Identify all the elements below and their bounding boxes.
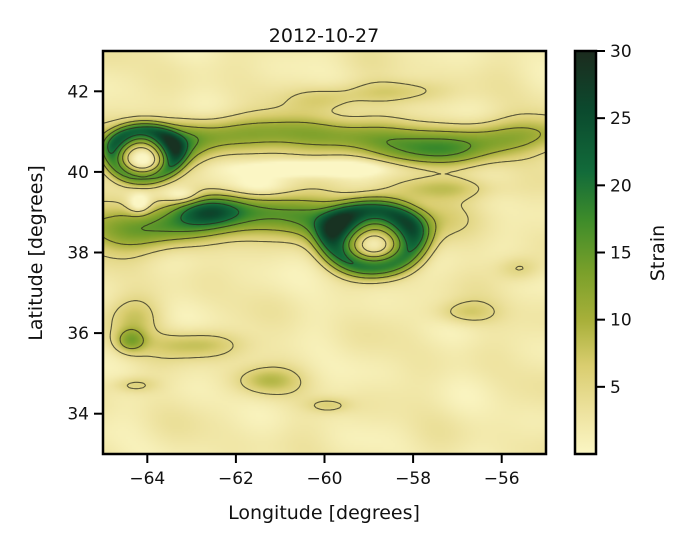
colorbar-tick-label: 25 xyxy=(610,109,632,129)
colorbar-gradient xyxy=(575,51,596,454)
contour-layer xyxy=(103,81,546,411)
contour-line xyxy=(103,81,546,411)
contour-line xyxy=(103,120,542,350)
x-axis-label: Longitude [degrees] xyxy=(228,502,420,524)
colorbar-tick-label: 5 xyxy=(610,378,621,398)
colorbar-ticks: 5 10 15 20 25 30 xyxy=(596,42,632,398)
heatmap-area xyxy=(103,51,546,454)
y-tick-label: 42 xyxy=(67,82,89,102)
colorbar-tick-label: 15 xyxy=(610,244,632,264)
x-axis-ticks: −64 −62 −60 −58 −56 xyxy=(129,454,520,489)
colorbar-tick-label: 20 xyxy=(610,176,632,196)
y-tick-label: 36 xyxy=(67,324,89,344)
x-tick-label: −58 xyxy=(395,469,431,489)
y-axis-label: Latitude [degrees] xyxy=(25,165,47,341)
colorbar-label: Strain xyxy=(647,225,669,281)
contour-line xyxy=(107,126,424,265)
y-axis-ticks: 34 36 38 40 42 xyxy=(67,82,103,425)
y-tick-label: 34 xyxy=(67,405,89,425)
x-tick-label: −62 xyxy=(218,469,254,489)
colorbar: 5 10 15 20 25 30 Strain xyxy=(573,42,669,456)
colorbar-tick-label: 10 xyxy=(610,311,632,331)
colorbar-tick-label: 30 xyxy=(610,42,632,62)
x-tick-label: −56 xyxy=(484,469,520,489)
contour-line xyxy=(103,123,472,275)
x-tick-label: −64 xyxy=(129,469,165,489)
x-tick-label: −60 xyxy=(307,469,343,489)
y-tick-label: 38 xyxy=(67,244,89,264)
chart-title: 2012-10-27 xyxy=(269,25,379,47)
y-tick-label: 40 xyxy=(67,163,89,183)
